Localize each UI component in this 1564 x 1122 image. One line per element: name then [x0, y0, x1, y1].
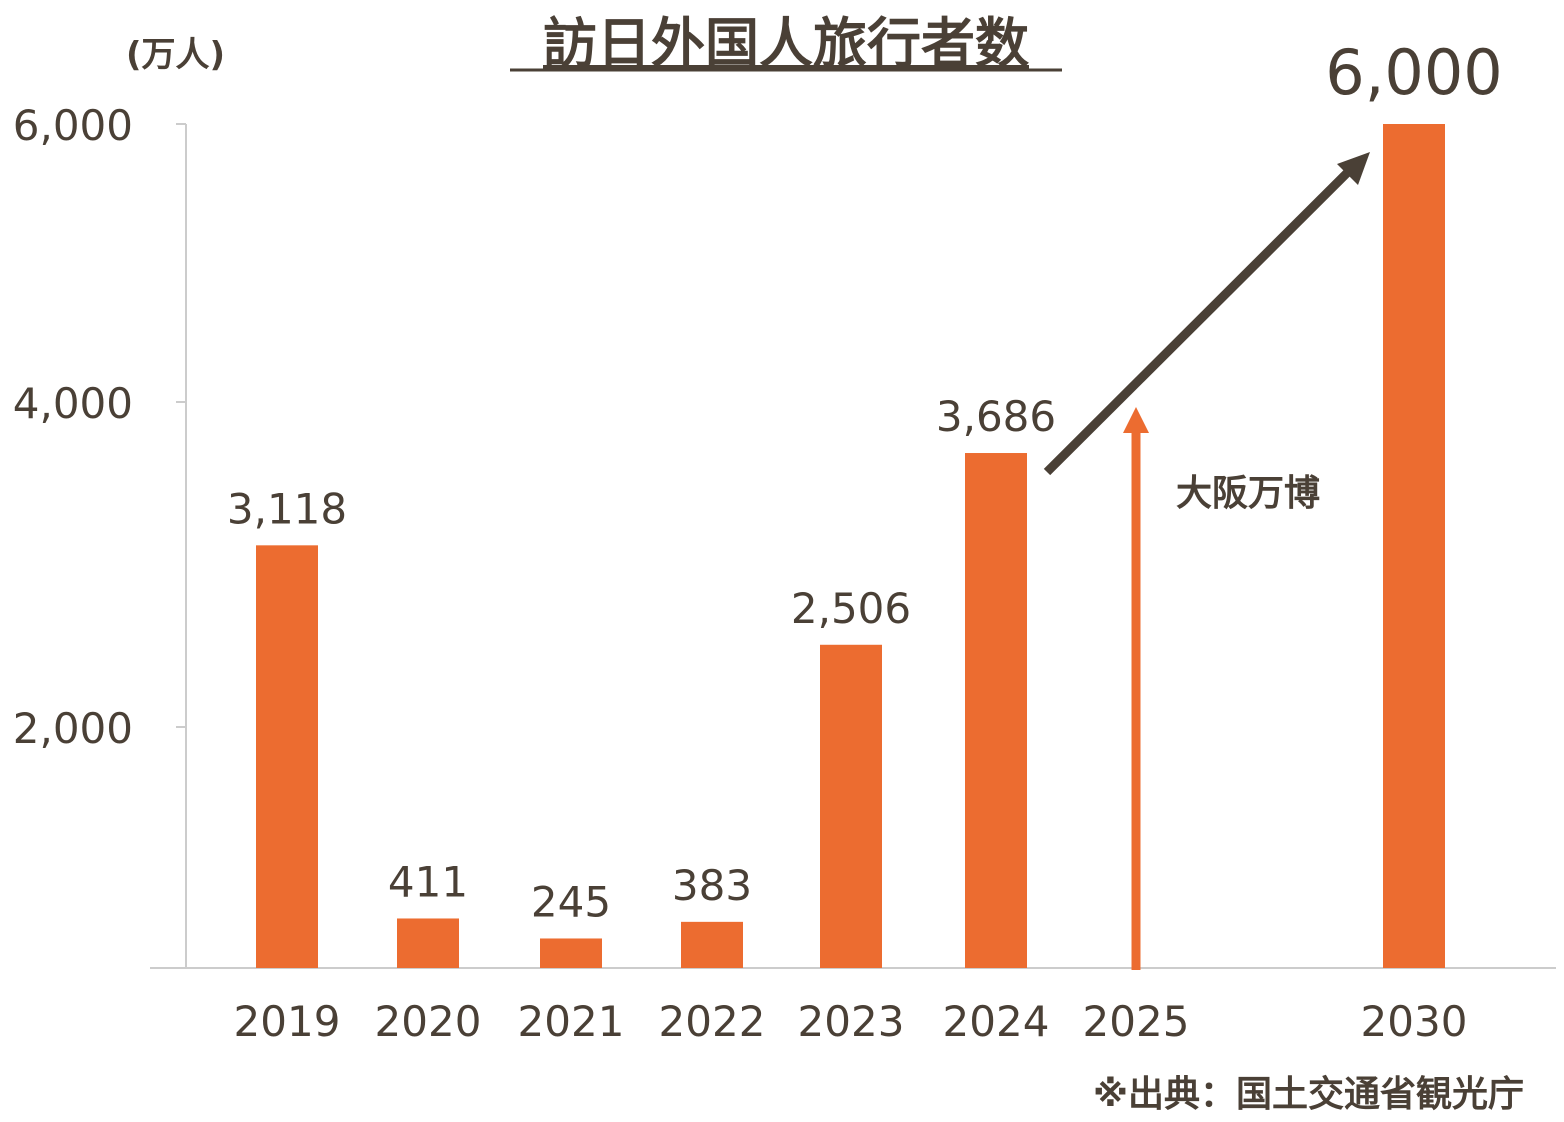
value-label-2021: 245 [531, 877, 611, 926]
value-label-2024: 3,686 [936, 392, 1056, 441]
value-label-2019: 3,118 [227, 484, 347, 533]
bar-2022 [681, 921, 743, 968]
bar-2020 [397, 918, 459, 968]
x-tick-label: 2019 [234, 997, 341, 1046]
x-tick-label: 2022 [659, 997, 766, 1046]
value-label-2023: 2,506 [791, 584, 911, 633]
x-tick-label: 2020 [375, 997, 482, 1046]
y-tick-label: 6,000 [13, 101, 133, 150]
x-tick-label: 2023 [798, 997, 905, 1046]
expo-arrow-head [1123, 407, 1149, 433]
x-tick-label: 2025 [1083, 997, 1190, 1046]
bar-2023 [820, 644, 882, 968]
growth-arrow-head [1337, 152, 1370, 185]
x-tick-label: 2024 [943, 997, 1050, 1046]
growth-arrow [1043, 152, 1370, 476]
value-label-2022: 383 [672, 861, 752, 910]
x-tick-label: 2030 [1361, 997, 1468, 1046]
bar-2030 [1383, 124, 1445, 968]
bar-2019 [256, 545, 318, 968]
bar-2021 [540, 938, 602, 968]
expo-label: 大阪万博 [1176, 473, 1320, 514]
y-tick-label: 4,000 [13, 379, 133, 428]
y-axis-unit: (万人) [126, 35, 225, 75]
source-note: ※出典：国土交通省観光庁 [1093, 1073, 1524, 1115]
value-label-2020: 411 [388, 857, 468, 906]
chart-title: 訪日外国人旅行者数 [543, 12, 1029, 75]
y-tick-label: 2,000 [13, 704, 133, 753]
value-label-2030: 6,000 [1325, 36, 1503, 109]
bar-2024 [965, 453, 1027, 968]
x-tick-label: 2021 [518, 997, 625, 1046]
expo-arrow [1123, 407, 1149, 970]
